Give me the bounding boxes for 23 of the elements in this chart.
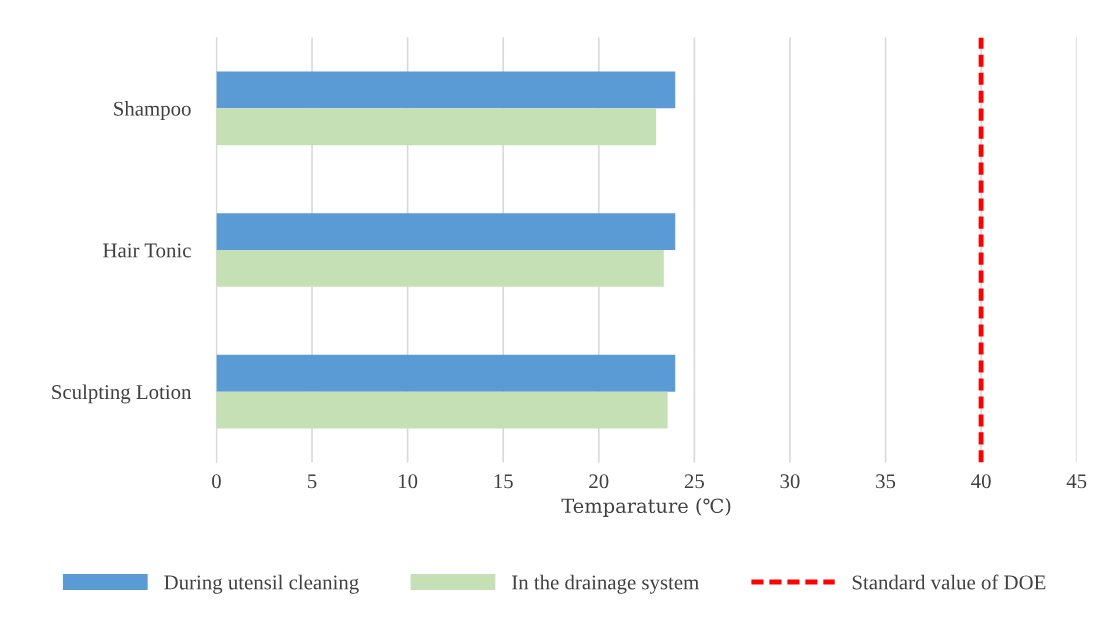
bar bbox=[216, 213, 676, 250]
x-tick-label: 5 bbox=[308, 474, 317, 489]
x-axis-title: Temparature (℃) bbox=[561, 498, 731, 517]
x-tick-label: 15 bbox=[494, 474, 513, 489]
bar bbox=[216, 354, 676, 392]
legend-label: In the drainage system bbox=[512, 574, 699, 594]
x-tick-label: 0 bbox=[212, 474, 221, 489]
x-tick-label: 20 bbox=[589, 474, 609, 489]
x-tick-label: 45 bbox=[1066, 474, 1087, 489]
y-tick-label: Hair Tonic bbox=[103, 243, 191, 258]
bar bbox=[216, 391, 668, 429]
x-tick-label: 35 bbox=[876, 474, 896, 489]
bar bbox=[216, 250, 664, 287]
bar bbox=[216, 108, 657, 146]
x-tick-label: 40 bbox=[971, 474, 991, 489]
bar bbox=[216, 71, 676, 109]
y-tick-label: Sculpting Lotion bbox=[52, 384, 192, 404]
legend-label: Standard value of DOE bbox=[852, 574, 1046, 590]
x-tick-label: 10 bbox=[399, 474, 418, 489]
x-tick-label: 30 bbox=[780, 474, 800, 489]
y-tick-label: Shampoo bbox=[114, 101, 191, 120]
x-tick-label: 25 bbox=[684, 474, 704, 489]
legend-label: During utensil cleaning bbox=[164, 574, 359, 594]
